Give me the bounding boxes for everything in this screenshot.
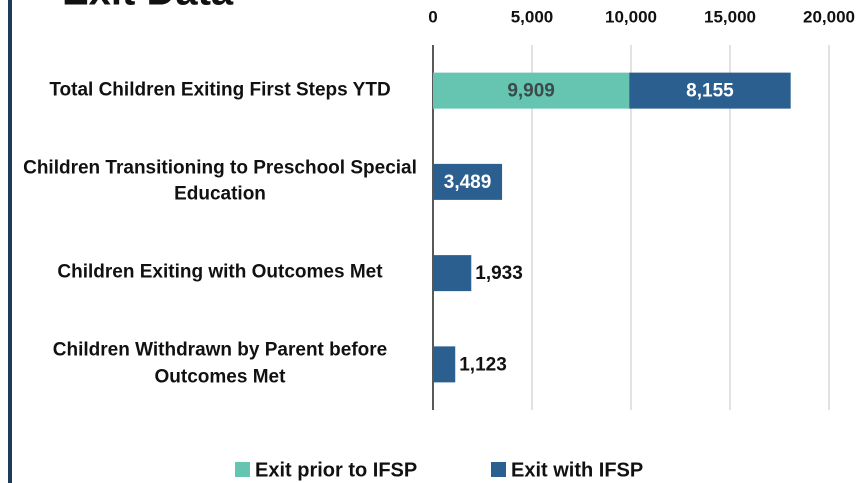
chart-title: Exit Data [62,0,234,14]
bar-segment [629,72,791,109]
category-label: Children Transitioning to Preschool Spec… [23,157,417,205]
data-label: 8,155 [686,81,734,102]
bar-segment [433,72,630,109]
data-label: 1,123 [459,354,507,375]
x-tick-label: 20,000 [803,7,855,26]
data-label: 1,933 [475,263,523,284]
legend-swatch [235,462,250,477]
legend-label: Exit with IFSP [511,459,643,481]
x-tick-label: 10,000 [605,7,657,26]
accent-bar [8,0,12,483]
x-tick-label: 0 [428,7,437,26]
x-tick-label: 5,000 [511,7,554,26]
legend-swatch [491,462,506,477]
bar-segment [433,346,456,383]
category-label: Children Exiting with Outcomes Met [57,261,383,283]
category-label: Total Children Exiting First Steps YTD [49,79,391,101]
data-label: 3,489 [444,172,492,193]
bar-segment [433,163,503,200]
category-label: Children Withdrawn by Parent before Outc… [52,339,388,388]
legend-label: Exit prior to IFSP [255,459,417,481]
bar-segment [433,255,472,292]
x-tick-label: 15,000 [704,7,756,26]
data-label: 9,909 [507,81,555,102]
